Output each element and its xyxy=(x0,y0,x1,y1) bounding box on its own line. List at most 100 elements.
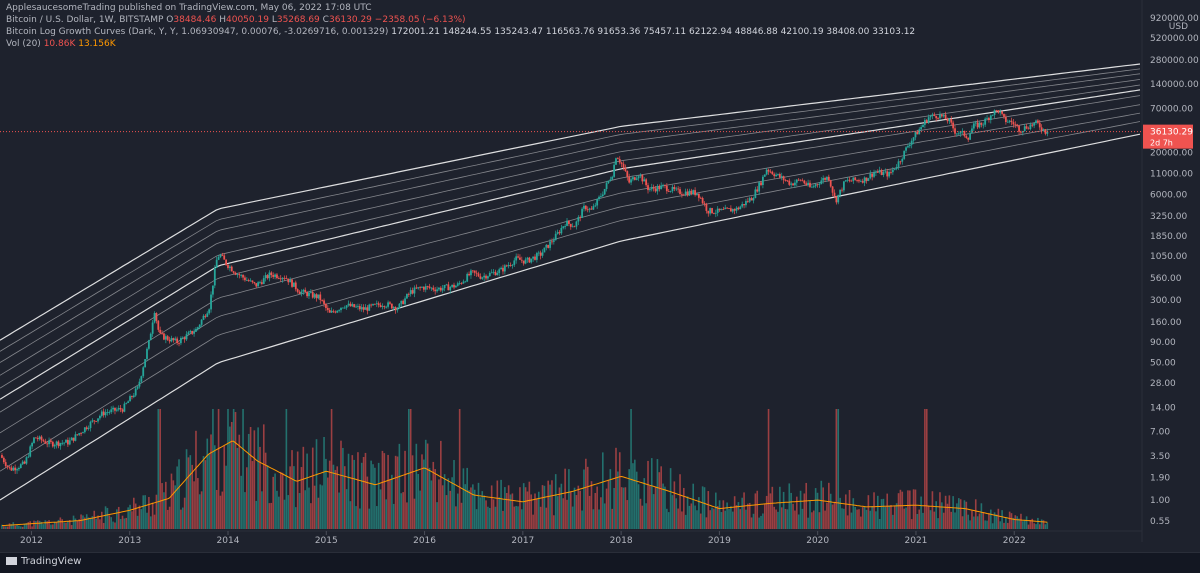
volume-bar xyxy=(752,513,755,529)
symbol-line[interactable]: Bitcoin / U.S. Dollar, 1W, BITSTAMP O384… xyxy=(6,14,915,26)
candle-body xyxy=(285,278,288,280)
volume-bar xyxy=(982,512,985,529)
candle xyxy=(989,114,992,124)
volume-bar xyxy=(600,497,602,529)
volume-bar xyxy=(359,508,361,529)
volume-bar xyxy=(131,511,133,529)
volume-bar xyxy=(464,484,467,529)
volume-bar xyxy=(257,427,259,529)
indicator-line[interactable]: Bitcoin Log Growth Curves (Dark, Y, Y, 1… xyxy=(6,26,915,38)
candle xyxy=(257,281,260,287)
volume-bar xyxy=(773,506,776,529)
price-axis[interactable]: USD920000.00520000.00280000.00140000.007… xyxy=(1141,0,1199,542)
volume-bar xyxy=(180,509,182,529)
candle-body xyxy=(652,187,655,189)
volume-bar xyxy=(1033,523,1035,529)
candle xyxy=(568,220,570,227)
candle-body xyxy=(289,279,292,283)
candle xyxy=(735,206,738,214)
candle-body xyxy=(149,333,152,341)
volume-bar xyxy=(300,467,303,529)
candle-body xyxy=(93,420,96,422)
candle xyxy=(526,256,529,263)
candle xyxy=(549,238,551,251)
volume-bar xyxy=(112,521,114,529)
candle-body xyxy=(268,272,271,279)
candle-body xyxy=(664,185,666,186)
candle xyxy=(168,336,171,344)
candle xyxy=(532,256,535,262)
candle xyxy=(260,279,263,286)
candle xyxy=(29,444,32,458)
tradingview-logo[interactable]: TradingView xyxy=(6,556,81,567)
price-tick-label: 520000.00 xyxy=(1150,34,1199,44)
growth-curve xyxy=(0,112,1141,453)
candle-body xyxy=(279,278,282,280)
candle xyxy=(494,269,497,276)
candle xyxy=(485,274,487,281)
candle-body xyxy=(217,257,220,260)
candle-body xyxy=(487,276,489,279)
candle-body xyxy=(366,307,369,311)
candle xyxy=(839,189,842,198)
candle-body xyxy=(1003,113,1005,117)
candle xyxy=(174,336,177,342)
volume-bar xyxy=(481,491,484,529)
candle xyxy=(63,442,66,446)
candle-body xyxy=(699,197,702,199)
candle-body xyxy=(123,403,126,412)
candle-body xyxy=(754,189,757,199)
candle-body xyxy=(893,168,896,170)
candle-body xyxy=(660,185,663,190)
candle xyxy=(249,278,252,282)
indicator-name[interactable]: Bitcoin Log Growth Curves (Dark, Y, Y, 1… xyxy=(6,27,389,37)
candle-body xyxy=(581,208,583,218)
volume-bar xyxy=(104,506,107,529)
volume-bar xyxy=(451,477,453,529)
candle-body xyxy=(989,115,992,121)
volume-bar xyxy=(965,501,968,529)
volume-bar xyxy=(283,499,286,529)
volume-bar xyxy=(392,503,395,529)
candle xyxy=(195,327,197,333)
candle-body xyxy=(794,182,796,186)
candle xyxy=(492,269,495,275)
candle xyxy=(19,463,22,469)
candle xyxy=(950,116,953,126)
candle xyxy=(711,207,713,214)
candle xyxy=(223,253,226,260)
time-tick-label: 2018 xyxy=(610,536,633,546)
volume-line[interactable]: Vol (20) 10.86K 13.156K xyxy=(6,38,915,50)
candle xyxy=(688,188,691,196)
candle-body xyxy=(441,288,444,291)
candle xyxy=(115,407,118,413)
volume-bar xyxy=(1014,515,1017,529)
candle-body xyxy=(368,304,371,311)
candle xyxy=(362,304,365,313)
volume-label[interactable]: Vol (20) xyxy=(6,39,41,49)
candle xyxy=(117,405,120,412)
candle-body xyxy=(1046,131,1049,134)
candle xyxy=(873,169,875,179)
time-tick-label: 2017 xyxy=(511,536,534,546)
candle xyxy=(149,332,152,341)
volume-bar xyxy=(848,489,851,529)
ohlc-low: L35268.69 xyxy=(271,15,320,25)
time-axis[interactable]: 2012 2013 2014 2015 2016 2017 2018 2019 2020 2021… xyxy=(0,530,1142,546)
volume-bar xyxy=(206,438,209,529)
candle-body xyxy=(573,226,576,228)
candle-body xyxy=(654,188,657,192)
candle xyxy=(799,179,802,182)
volume-bar xyxy=(515,505,517,529)
candle xyxy=(782,175,785,184)
volume-bar xyxy=(669,468,672,529)
candle-body xyxy=(688,190,691,196)
symbol-name[interactable]: Bitcoin / U.S. Dollar, 1W, BITSTAMP xyxy=(6,15,164,25)
candle-body xyxy=(956,133,958,135)
candle-body xyxy=(650,187,653,190)
volume-bar xyxy=(400,493,403,529)
candle xyxy=(701,196,704,205)
volume-bar xyxy=(255,500,258,529)
